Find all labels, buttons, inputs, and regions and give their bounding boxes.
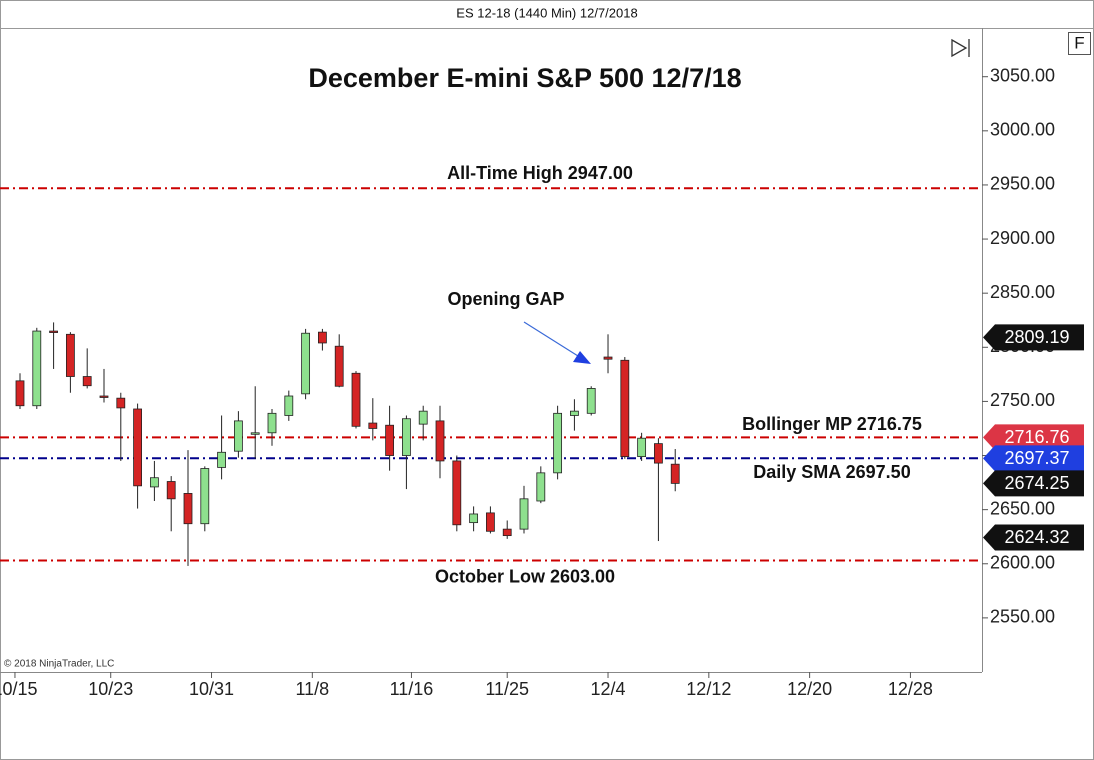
candle-body	[99, 395, 109, 398]
candle-body	[234, 420, 243, 452]
y-tick-label: 2600.00	[990, 553, 1055, 573]
candle-body	[670, 463, 680, 484]
x-tick-label: 11/16	[390, 679, 434, 699]
panel-button[interactable]	[1068, 32, 1091, 55]
y-tick-label: 2900.00	[990, 228, 1055, 248]
x-tick-label: 10/23	[88, 679, 133, 699]
x-tick-label: 12/4	[590, 679, 625, 699]
candle-body	[452, 460, 462, 526]
candle-body	[402, 418, 411, 456]
price-badge	[983, 445, 1084, 472]
candle-body	[536, 472, 546, 502]
y-tick-label: 3000.00	[990, 120, 1055, 140]
candle-body	[385, 424, 395, 456]
candle-body	[318, 331, 327, 344]
x-tick-label: 10/15	[0, 679, 37, 699]
candle-body	[32, 330, 42, 407]
candle-body	[65, 333, 75, 377]
chart-title: December E-mini S&P 500 12/7/18	[308, 63, 741, 93]
price-badge-label: 2697.37	[1004, 448, 1069, 468]
candle-body	[519, 498, 529, 530]
candle-body	[166, 481, 176, 500]
price-badge	[983, 324, 1084, 351]
candle-body	[586, 388, 596, 414]
candle-body	[620, 359, 630, 458]
candle-body	[654, 443, 663, 464]
gap-arrow	[523, 321, 591, 364]
price-badge-label: 2674.25	[1004, 473, 1069, 493]
candle-body	[250, 432, 260, 435]
panel-button-label[interactable]: F	[1074, 33, 1084, 52]
scroll-end-icon[interactable]	[951, 38, 970, 58]
candle-body	[637, 437, 647, 458]
candle-body	[435, 420, 445, 462]
copyright: © 2018 NinjaTrader, LLC	[4, 659, 114, 670]
x-tick-label: 11/8	[295, 679, 329, 699]
x-tick-label: 12/20	[787, 679, 832, 699]
candle-body	[116, 397, 126, 409]
price-badge-label: 2809.19	[1004, 327, 1069, 347]
candle-body	[183, 493, 193, 525]
candle-body	[334, 345, 344, 387]
header: ES 12-18 (1440 Min) 12/7/2018	[456, 5, 637, 20]
y-tick-label: 2550.00	[990, 607, 1055, 627]
price-badge	[983, 470, 1084, 497]
annotation: Opening GAP	[448, 289, 565, 309]
reference-label: October Low 2603.00	[435, 566, 615, 586]
price-badge-label: 2624.32	[1004, 527, 1069, 547]
price-badge	[983, 524, 1084, 551]
candle-body	[553, 412, 563, 474]
candle-body	[368, 422, 378, 429]
candle-body	[351, 372, 361, 427]
candle-body	[486, 512, 495, 532]
candle-body	[149, 477, 159, 488]
y-tick-label: 3050.00	[990, 65, 1055, 85]
plot-area	[0, 187, 982, 566]
candle-body	[217, 451, 227, 468]
candle-body	[82, 376, 92, 387]
candle-body	[133, 408, 142, 487]
reference-label: All-Time High 2947.00	[447, 163, 633, 183]
candle-body	[570, 410, 579, 416]
price-badge-label: 2716.76	[1004, 427, 1069, 447]
candle-body	[267, 412, 277, 434]
candle-body	[418, 410, 428, 425]
y-tick-label: 2750.00	[990, 390, 1055, 410]
candle-body	[603, 356, 613, 360]
x-tick-label: 11/25	[485, 679, 529, 699]
candle-body	[502, 528, 512, 537]
candle-body	[49, 330, 58, 333]
y-tick-label: 2950.00	[990, 174, 1055, 194]
candle-body	[200, 468, 210, 525]
y-tick-label: 2850.00	[990, 282, 1055, 302]
reference-label: Daily SMA 2697.50	[753, 462, 910, 482]
y-tick-label: 2650.00	[990, 498, 1055, 518]
candle-body	[284, 395, 294, 416]
candle-body	[15, 380, 25, 407]
price-badge	[983, 424, 1084, 451]
x-tick-label: 12/12	[686, 679, 731, 699]
x-tick-label: 12/28	[888, 679, 933, 699]
candle-body	[469, 513, 479, 524]
x-tick-label: 10/31	[189, 679, 234, 699]
reference-label: Bollinger MP 2716.75	[742, 414, 922, 434]
candle-body	[301, 332, 311, 395]
